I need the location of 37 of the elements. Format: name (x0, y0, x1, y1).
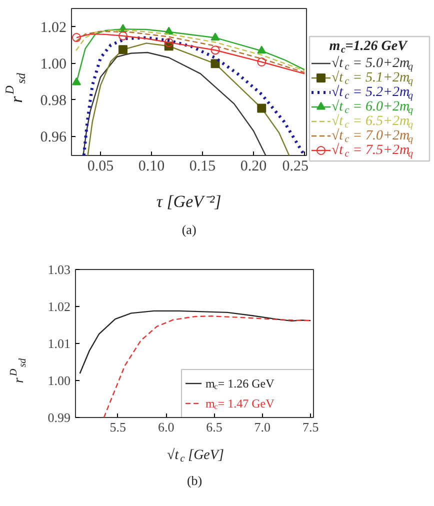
text: (b) (186, 473, 202, 488)
point (210, 46, 220, 55)
y-tick-label: 1.02 (40, 20, 66, 36)
x-tick-label: 6.5 (206, 420, 222, 434)
y-tick-label: 0.98 (40, 92, 66, 109)
x-tick-label: 7.5 (302, 420, 319, 434)
x-tick-label: 0.10 (138, 158, 165, 174)
y-tick-label: 1.00 (48, 373, 70, 388)
x-tick-label: 0.15 (189, 158, 216, 174)
line-series (79, 310, 312, 374)
point (210, 32, 220, 41)
text: (a) (182, 222, 196, 237)
y-tick-label: 0.99 (48, 410, 70, 425)
y-axis-title: rDsd (8, 357, 28, 384)
point (72, 77, 81, 86)
point (257, 58, 266, 66)
x-tick-label: 0.20 (240, 158, 267, 174)
point (118, 31, 128, 40)
x-tick-label: 7.0 (254, 420, 271, 434)
x-axis-title: τ [GeV⁻²] (156, 192, 222, 211)
line-series (103, 316, 312, 418)
y-tick-label: 1.00 (40, 56, 66, 72)
point (257, 104, 266, 113)
y-axis-title: rDsd (2, 72, 28, 103)
point (164, 38, 174, 47)
x-tick-label: 6.0 (158, 420, 174, 434)
x-tick-label: 0.25 (282, 158, 308, 174)
point (257, 46, 266, 54)
point (210, 59, 220, 68)
y-tick-label: 0.96 (40, 129, 67, 146)
y-tick-label: 1.02 (48, 299, 70, 314)
point (72, 33, 81, 42)
x-tick-label: 5.5 (110, 420, 126, 434)
y-tick-label: 1.03 (48, 262, 70, 277)
y-tick-label: 1.01 (48, 336, 70, 351)
x-tick-label: 0.05 (87, 158, 114, 174)
point (118, 45, 128, 54)
